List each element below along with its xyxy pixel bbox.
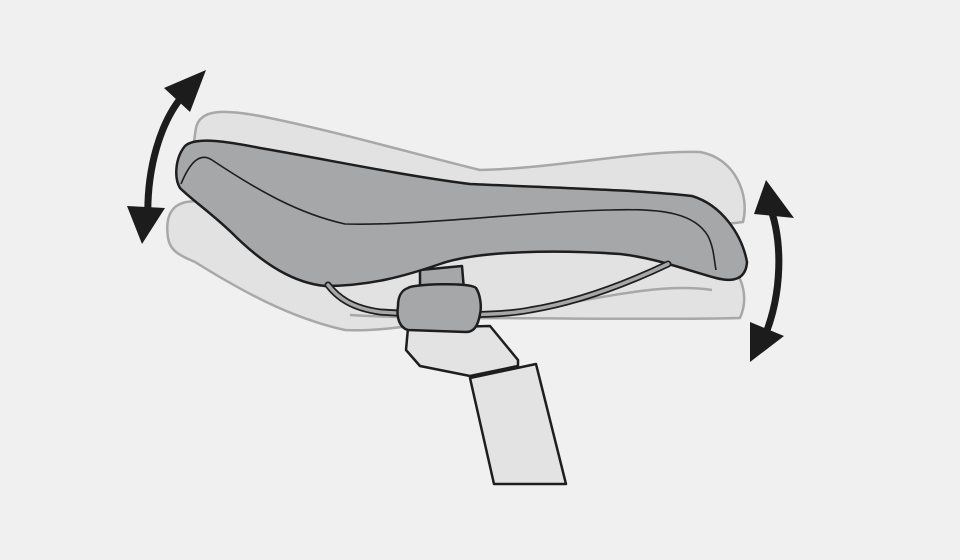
front-tilt-arrow: [127, 70, 206, 244]
seatpost: [404, 324, 568, 486]
rear-tilt-arrow-head-top: [754, 180, 794, 218]
front-tilt-arrow-shaft: [144, 89, 189, 223]
rear-tilt-arrow: [750, 180, 794, 362]
saddle-rail-inner: [326, 262, 670, 317]
saddle: [175, 139, 749, 288]
seatpost-clamp: [396, 282, 483, 334]
rear-tilt-arrow-head-bottom: [750, 322, 784, 362]
front-tilt-arrow-head-top: [164, 70, 206, 112]
rear-tilt-arrow-shaft: [760, 200, 783, 340]
front-tilt-arrow-head-bottom: [127, 206, 165, 244]
saddle-seam: [180, 156, 717, 271]
